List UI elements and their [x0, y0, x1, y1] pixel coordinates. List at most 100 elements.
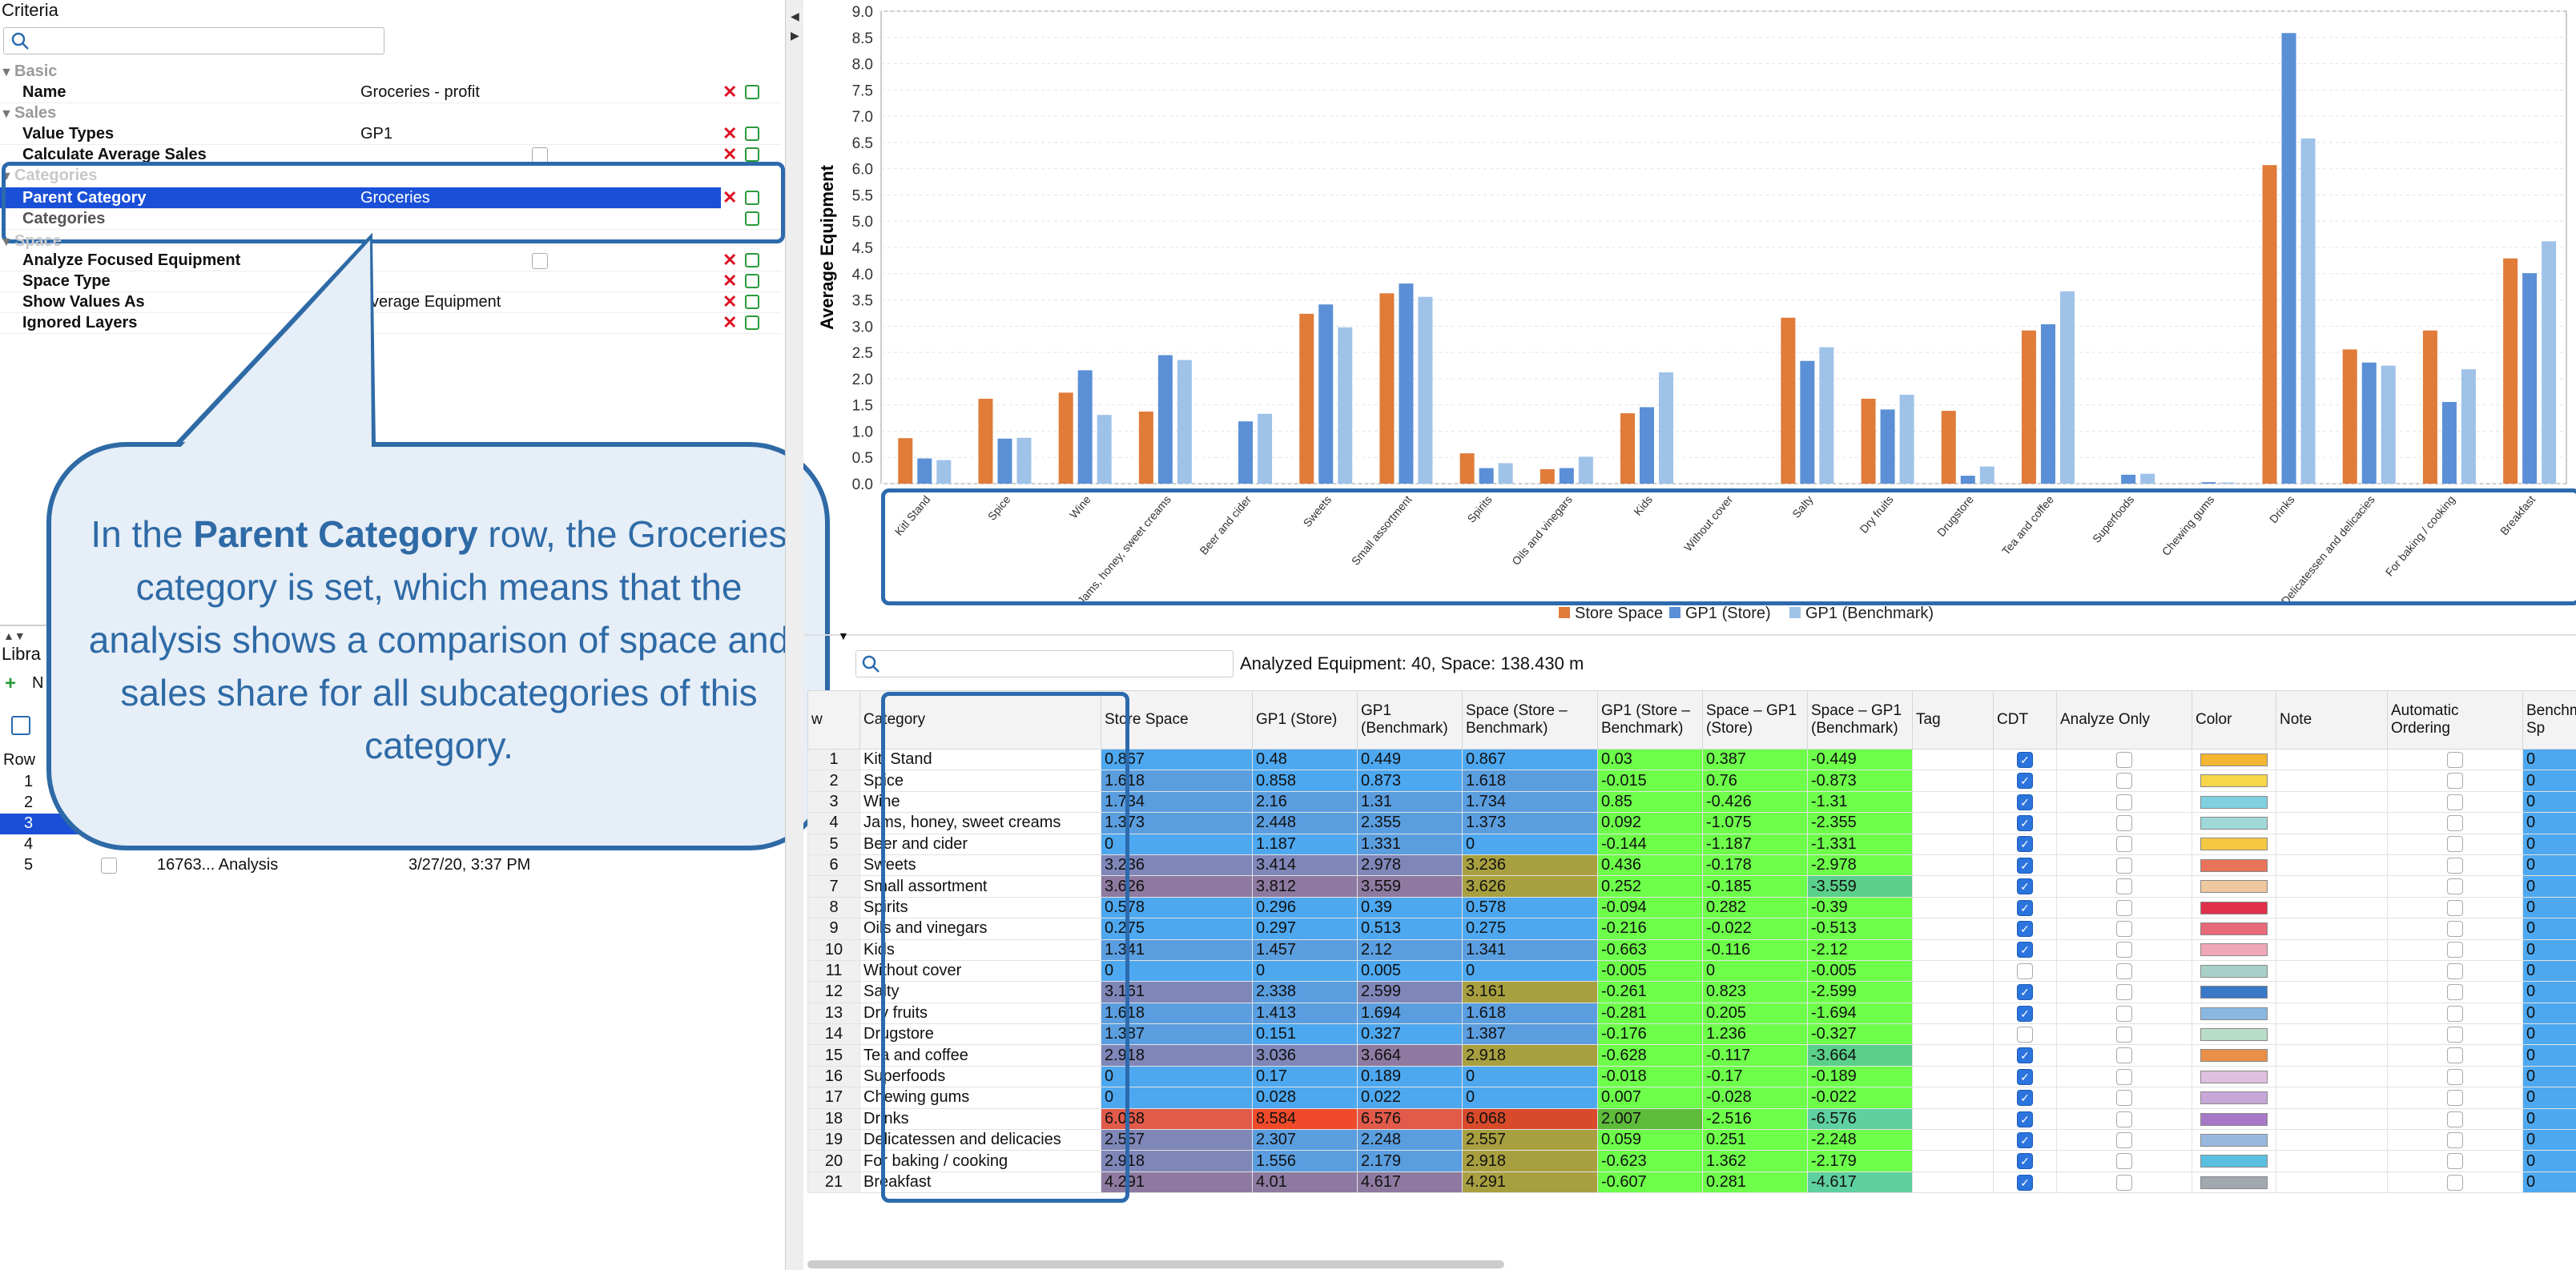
value-cell[interactable]: 0.092 [1597, 812, 1703, 834]
value-cell[interactable]: 0.17 [1252, 1065, 1358, 1088]
value-cell[interactable]: 6.576 [1357, 1107, 1463, 1131]
column-header[interactable]: Space – GP1 (Benchmark) [1807, 690, 1913, 750]
clear-icon[interactable]: ✕ [722, 123, 738, 143]
table-row[interactable]: 9 Oils and vinegars 0.275 0.297 0.513 0.275 -0… [807, 918, 2576, 940]
auto-ordering-checkbox[interactable] [2447, 1153, 2463, 1170]
column-header[interactable]: Note [2276, 690, 2388, 750]
value-cell[interactable]: -2.355 [1807, 812, 1913, 834]
clear-icon[interactable]: ✕ [722, 291, 738, 311]
table-search-input[interactable] [855, 650, 1234, 677]
value-cell[interactable]: -0.663 [1597, 938, 1703, 961]
split-arrow-icon[interactable]: ▼ [838, 629, 849, 642]
value-cell[interactable]: 0 [1702, 959, 1808, 983]
cdt-checkbox[interactable] [2017, 773, 2033, 790]
table-row[interactable]: 12 Salty 3.161 2.338 2.599 3.161 -0.261 0.823 -2… [807, 981, 2576, 1003]
auto-ordering-checkbox[interactable] [2447, 1111, 2463, 1127]
criteria-search-input[interactable] [3, 27, 384, 54]
note-cell[interactable] [2276, 981, 2388, 1003]
benchmark-cell[interactable]: 0 [2522, 812, 2576, 834]
value-cell[interactable]: 0.252 [1597, 875, 1703, 898]
cdt-checkbox[interactable] [2017, 857, 2033, 874]
value-cell[interactable]: 2.557 [1462, 1129, 1598, 1151]
value-cell[interactable]: -0.449 [1807, 748, 1913, 771]
analyze-only-checkbox[interactable] [2116, 815, 2132, 832]
cdt-checkbox[interactable] [2017, 1153, 2033, 1170]
auto-ordering-checkbox[interactable] [2447, 984, 2463, 1001]
analyze-only-checkbox[interactable] [2116, 1153, 2132, 1170]
color-swatch[interactable] [2200, 880, 2268, 894]
color-swatch[interactable] [2200, 774, 2268, 788]
value-cell[interactable]: -0.426 [1702, 790, 1808, 814]
library-row[interactable]: 4 [24, 835, 34, 853]
analyze-only-checkbox[interactable] [2116, 1005, 2132, 1022]
value-cell[interactable]: 0.282 [1702, 896, 1808, 919]
category-cell[interactable]: For baking / cooking [859, 1150, 1101, 1172]
value-cell[interactable]: 1.457 [1252, 938, 1358, 961]
note-cell[interactable] [2276, 812, 2388, 834]
note-cell[interactable] [2276, 748, 2388, 771]
note-cell[interactable] [2276, 1129, 2388, 1151]
value-cell[interactable]: 2.918 [1462, 1150, 1598, 1172]
value-cell[interactable]: 2.179 [1357, 1150, 1463, 1172]
value-cell[interactable]: -0.116 [1702, 938, 1808, 961]
value-cell[interactable]: 0.005 [1357, 959, 1463, 983]
value-cell[interactable]: 1.618 [1462, 770, 1598, 792]
benchmark-cell[interactable]: 0 [2522, 1107, 2576, 1131]
value-cell[interactable]: -0.117 [1702, 1044, 1808, 1067]
table-row[interactable]: 10 Kids 1.341 1.457 2.12 1.341 -0.663 -0.116 -2.… [807, 938, 2576, 961]
value-cell[interactable]: 0.578 [1462, 896, 1598, 919]
column-header[interactable]: Category [859, 690, 1101, 750]
value-cell[interactable]: -0.216 [1597, 918, 1703, 940]
analyze-only-checkbox[interactable] [2116, 921, 2132, 938]
value-cell[interactable]: -0.144 [1597, 833, 1703, 855]
clear-icon[interactable]: ✕ [722, 271, 738, 291]
tag-cell[interactable] [1912, 1044, 1994, 1067]
category-cell[interactable]: Superfoods [859, 1065, 1101, 1088]
value-cell[interactable]: -0.015 [1597, 770, 1703, 792]
value-cell[interactable]: 2.978 [1357, 854, 1463, 877]
benchmark-cell[interactable]: 0 [2522, 1044, 2576, 1067]
analyze-only-checkbox[interactable] [2116, 1090, 2132, 1107]
value-cell[interactable]: -0.022 [1807, 1087, 1913, 1109]
value-cell[interactable]: 2.599 [1357, 981, 1463, 1003]
value-cell[interactable]: 2.12 [1357, 938, 1463, 961]
tag-cell[interactable] [1912, 1171, 1994, 1194]
tag-cell[interactable] [1912, 918, 1994, 940]
analyze-only-checkbox[interactable] [2116, 984, 2132, 1001]
value-cell[interactable]: 1.187 [1252, 833, 1358, 855]
auto-ordering-checkbox[interactable] [2447, 1005, 2463, 1022]
tag-cell[interactable] [1912, 770, 1994, 792]
auto-ordering-checkbox[interactable] [2447, 1090, 2463, 1107]
cdt-checkbox[interactable] [2017, 1026, 2033, 1043]
clear-icon[interactable]: ✕ [722, 187, 738, 207]
value-cell[interactable]: 0.03 [1597, 748, 1703, 771]
value-cell[interactable]: 0.436 [1597, 854, 1703, 877]
value-cell[interactable]: 3.036 [1252, 1044, 1358, 1067]
color-swatch[interactable] [2200, 838, 2268, 851]
tag-cell[interactable] [1912, 959, 1994, 983]
criteria-row-value-types[interactable]: Value Types GP1 ✕ [0, 123, 782, 145]
value-cell[interactable]: 0 [1462, 1087, 1598, 1109]
select-all-icon[interactable] [11, 716, 30, 735]
tag-cell[interactable] [1912, 1065, 1994, 1088]
value-cell[interactable]: -0.281 [1597, 1002, 1703, 1025]
value-cell[interactable]: -0.176 [1597, 1023, 1703, 1046]
cdt-checkbox[interactable] [2017, 794, 2033, 810]
value-cell[interactable]: -6.576 [1807, 1107, 1913, 1131]
benchmark-cell[interactable]: 0 [2522, 959, 2576, 983]
benchmark-cell[interactable]: 0 [2522, 1129, 2576, 1151]
table-row[interactable]: 7 Small assortment 3.626 3.812 3.559 3.626 0.2… [807, 875, 2576, 898]
table-row[interactable]: 18 Drinks 6.068 8.584 6.576 6.068 2.007 -2.516-… [807, 1107, 2576, 1131]
note-cell[interactable] [2276, 959, 2388, 983]
value-cell[interactable]: 2.448 [1252, 812, 1358, 834]
value-cell[interactable]: 0 [1462, 833, 1598, 855]
edit-icon[interactable] [745, 147, 759, 162]
note-cell[interactable] [2276, 1002, 2388, 1025]
note-cell[interactable] [2276, 1023, 2388, 1046]
edit-icon[interactable] [745, 315, 759, 330]
cdt-checkbox[interactable] [2017, 963, 2033, 979]
color-swatch[interactable] [2200, 1112, 2268, 1126]
library-row[interactable]: 1 [24, 773, 34, 790]
value-cell[interactable]: 0.296 [1252, 896, 1358, 919]
